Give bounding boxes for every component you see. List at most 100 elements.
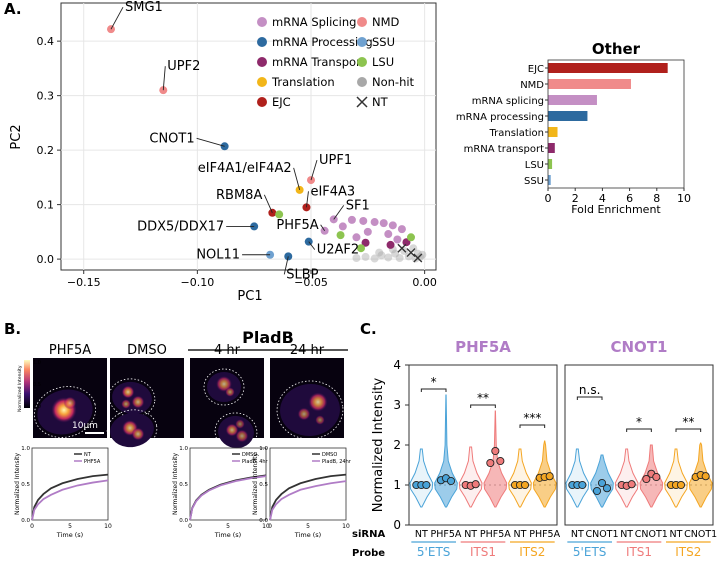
replicate-point [602, 484, 612, 493]
sirna-row-label: siRNA [352, 529, 385, 540]
recovery-y-label: Normalized Intensity [14, 453, 21, 515]
replicate-point [491, 446, 500, 456]
recovery-y-tick-label: 0.0 [179, 518, 188, 524]
scatter-point-nonhit [352, 254, 361, 263]
condition-label: 24 hr [290, 343, 325, 358]
scatter-points [107, 25, 427, 263]
recovery-y-tick-label: 0.5 [259, 482, 268, 488]
nucleolus-spot [63, 396, 77, 410]
violin-y-tick-label: 4 [393, 358, 401, 372]
nucleus-outline [214, 412, 258, 452]
recovery-y-tick-label: 0.5 [179, 482, 188, 488]
probe-label: ITS2 [519, 545, 545, 559]
recovery-curve [269, 480, 347, 521]
scatter-point-label: SMG1 [125, 0, 163, 15]
violin-y-tick-label: 3 [393, 398, 401, 412]
sirna-label: NT [620, 529, 633, 540]
scatter-y-tick-label: 0.2 [37, 144, 55, 157]
scatter-y-tick-label: 0.3 [37, 90, 55, 103]
recovery-legend-label: PladB, 24hr [322, 459, 352, 465]
nucleolus-spot [308, 392, 328, 412]
legend-marker [257, 97, 267, 107]
scatter-leader-line [308, 241, 316, 250]
probe-label: 5'ETS [573, 545, 606, 559]
violin [565, 448, 590, 508]
legend-marker [257, 57, 267, 67]
recovery-legend-label: PladB, 4hr [242, 459, 269, 465]
significance-label: *** [523, 411, 541, 425]
legend-marker-nt [356, 96, 368, 108]
replicate-point [446, 476, 456, 486]
replicate-point [486, 458, 495, 468]
legend-marker [357, 57, 367, 67]
scatter-point [357, 244, 365, 253]
scatter-point [370, 218, 379, 227]
scatter-point-label: U2AF2 [317, 243, 359, 258]
nucleolus-spot [297, 407, 311, 421]
scatter-point [384, 230, 393, 239]
replicate-point [578, 480, 587, 490]
scatter-point-label: SF1 [346, 198, 370, 213]
recovery-curve [269, 473, 347, 521]
violin-title: CNOT1 [611, 338, 668, 356]
recovery-plot-frame [31, 447, 109, 521]
scatter-point [407, 233, 415, 242]
recovery-y-tick-label: 0.0 [259, 518, 268, 524]
scatter-point-nonhit [384, 253, 393, 262]
condition-label: DMSO [127, 343, 167, 358]
scatter-point-nt [413, 253, 423, 263]
recovery-x-tick-label: 5 [226, 523, 230, 530]
recovery-y-tick-label: 1.0 [179, 446, 188, 452]
significance-label: ** [477, 391, 489, 405]
scatter-leader-line [333, 205, 345, 220]
recovery-curve [31, 479, 109, 521]
scatter-leader-line [310, 159, 318, 181]
violin [508, 448, 532, 508]
scatter-point [352, 233, 361, 242]
legend-marker [357, 17, 367, 27]
violin-y-label: Normalized Intensity [371, 377, 386, 512]
legend-label: NT [372, 95, 389, 109]
bar-category-label: LSU [525, 160, 544, 171]
probe-label: ITS2 [675, 545, 701, 559]
violin [458, 446, 483, 508]
recovery-curve [31, 473, 109, 521]
legend-marker [357, 77, 367, 87]
replicate-point [520, 480, 530, 490]
recovery-legend-label: PHF5A [84, 459, 101, 465]
sirna-label: PHF5A [480, 529, 511, 540]
scatter-ticks: −0.15 −0.10 −0.05 0.00 0.0 0.1 0.2 0.3 0.4 [37, 35, 437, 289]
violin-y-tick-label: 2 [393, 438, 401, 452]
bar-chart-axis: 0 2 4 6 8 10 [545, 59, 691, 205]
recovery-y-tick-label: 1.0 [21, 446, 30, 452]
bar [548, 175, 551, 185]
scatter-x-tick-label: −0.05 [294, 276, 328, 289]
bar-category-label: SSU [524, 176, 544, 187]
bar-x-tick-label: 4 [599, 192, 606, 205]
scatter-leader-line [162, 66, 166, 91]
significance-bracket [626, 428, 652, 432]
significance-bracket [519, 424, 546, 428]
enrichment-bar-chart: Other EJC NMD mRNA splicing mRNA processing… [456, 40, 691, 216]
probe-label: 5'ETS [417, 545, 450, 559]
probe-row-label: Probe [352, 548, 385, 559]
violin [434, 394, 458, 508]
scatter-point [336, 231, 345, 240]
recovery-x-tick-label: 5 [68, 523, 72, 530]
scatter-point-nonhit [377, 251, 386, 260]
scatter-point [347, 215, 356, 224]
bar [548, 127, 558, 137]
bar [548, 63, 668, 73]
scatter-point [363, 227, 372, 236]
legend-label: Translation [271, 75, 335, 89]
bar [548, 95, 597, 105]
nucleolus-spot [225, 423, 239, 437]
scatter-point [388, 221, 397, 230]
scatter-point-nonhit [391, 249, 400, 258]
scatter-y-tick-label: 0.4 [37, 35, 55, 48]
recovery-x-label: Time (s) [214, 531, 241, 539]
sirna-label: NT [514, 529, 527, 540]
scatter-point [359, 216, 368, 225]
bar-category-label: EJC [528, 64, 544, 75]
